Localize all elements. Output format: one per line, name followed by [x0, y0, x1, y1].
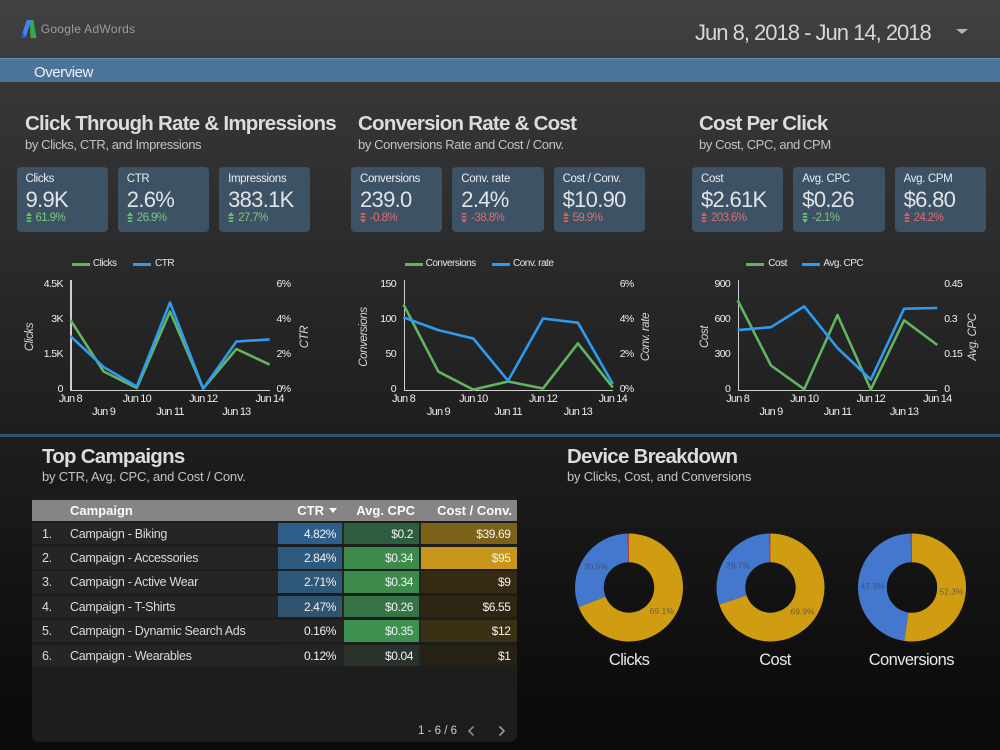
svg-text:52.3%: 52.3%	[939, 586, 964, 596]
svg-text:69.9%: 69.9%	[791, 607, 816, 617]
svg-text:69.1%: 69.1%	[650, 606, 675, 616]
svg-text:47.3%: 47.3%	[860, 581, 885, 591]
svg-text:29.7%: 29.7%	[726, 561, 751, 571]
svg-text:30.5%: 30.5%	[584, 562, 609, 572]
